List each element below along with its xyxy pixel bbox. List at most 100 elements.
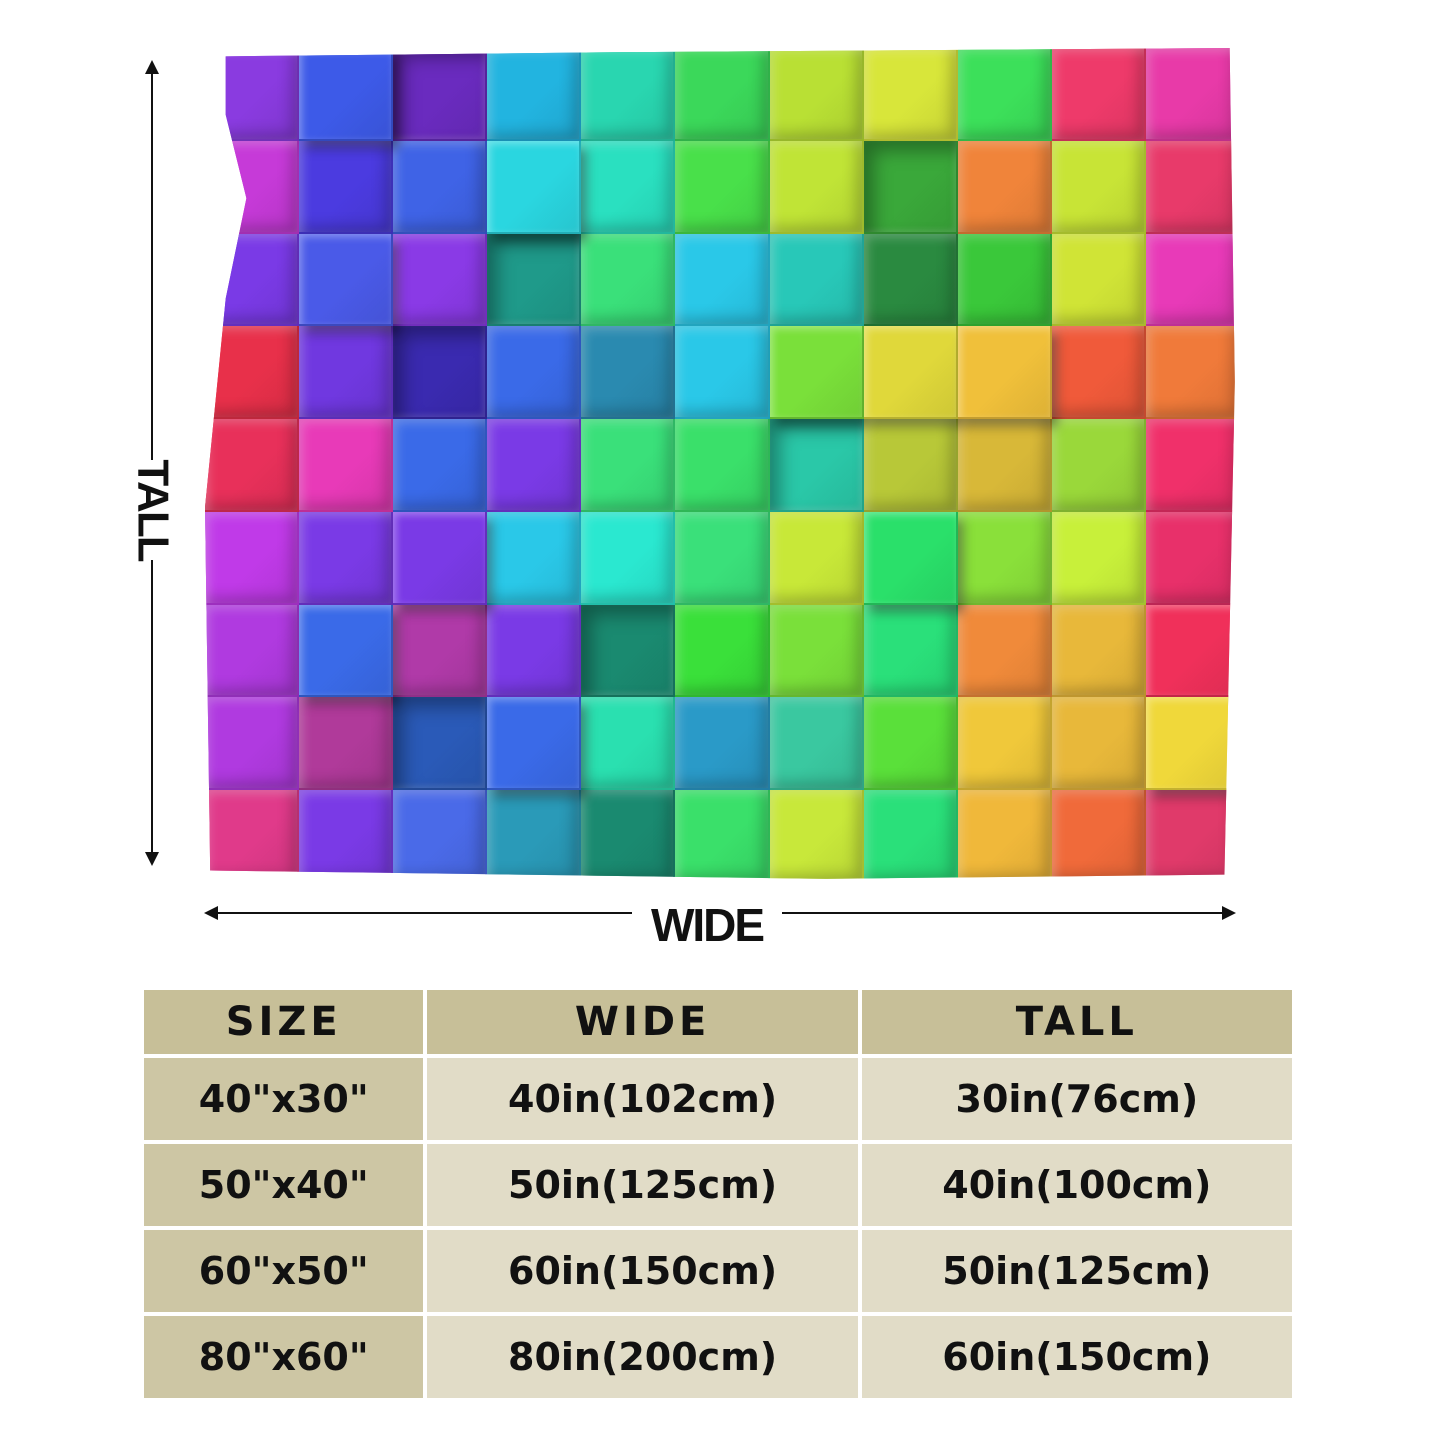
- cube-tile: [1051, 604, 1146, 698]
- cube-tile: [393, 697, 488, 791]
- cube-tile: [957, 419, 1052, 512]
- table-row: 40"x30" 40in(102cm) 30in(76cm): [144, 1058, 1292, 1140]
- cube-tile: [957, 790, 1052, 879]
- cube-tile: [675, 48, 770, 141]
- cube-tile: [205, 326, 300, 420]
- cube-tile: [299, 140, 394, 234]
- cube-tile: [675, 604, 770, 698]
- cube-tile: [205, 48, 300, 141]
- cube-tile: [393, 48, 488, 141]
- cube-tile: [205, 604, 300, 698]
- cube-tile: [675, 140, 770, 234]
- cube-tile: [299, 511, 394, 605]
- cube-tile: [863, 140, 958, 234]
- cube-tile: [1051, 511, 1146, 605]
- cube-tile: [1051, 140, 1146, 234]
- cube-tile: [769, 419, 864, 512]
- cell-tall: 60in(150cm): [861, 1316, 1292, 1398]
- cube-tile: [957, 233, 1052, 327]
- cube-tile: [205, 511, 300, 605]
- cell-wide: 50in(125cm): [427, 1144, 858, 1226]
- cube-tile: [1051, 419, 1146, 512]
- cube-tile: [581, 233, 676, 327]
- cube-tile: [299, 790, 394, 879]
- cube-tile: [863, 326, 958, 420]
- cube-tile: [487, 790, 582, 879]
- cube-tile: [487, 48, 582, 141]
- cube-tile: [205, 697, 300, 791]
- cube-tile: [581, 326, 676, 420]
- cube-tile: [581, 140, 676, 234]
- cube-tile: [769, 511, 864, 605]
- cube-tile: [581, 511, 676, 605]
- cube-tile: [299, 326, 394, 420]
- cube-tile: [487, 326, 582, 420]
- cube-tile: [1145, 48, 1235, 141]
- blanket-product-image: [205, 48, 1235, 879]
- cube-tile: [205, 419, 300, 512]
- cube-tile: [957, 697, 1052, 791]
- header-tall: TALL: [861, 990, 1292, 1054]
- cube-tile: [957, 48, 1052, 141]
- cube-tile: [581, 48, 676, 141]
- cube-tile: [1051, 233, 1146, 327]
- cube-tile: [393, 140, 488, 234]
- cube-tile: [205, 233, 300, 327]
- cube-tile: [1145, 511, 1235, 605]
- cell-size: 80"x60": [144, 1316, 424, 1398]
- cube-tile: [675, 419, 770, 512]
- cube-tile: [1145, 604, 1235, 698]
- cube-tile: [393, 326, 488, 420]
- cube-tile: [957, 511, 1052, 605]
- cube-tile: [769, 326, 864, 420]
- cube-tile: [487, 419, 582, 512]
- cube-tile: [393, 233, 488, 327]
- cube-tile: [581, 419, 676, 512]
- cube-tile: [393, 511, 488, 605]
- header-size: SIZE: [144, 990, 424, 1054]
- cell-size: 60"x50": [144, 1230, 424, 1312]
- cube-tile: [863, 790, 958, 879]
- cell-tall: 50in(125cm): [861, 1230, 1292, 1312]
- arrow-up-icon: [145, 60, 159, 74]
- cell-tall: 30in(76cm): [861, 1058, 1292, 1140]
- cube-tile: [487, 511, 582, 605]
- cube-tile: [1051, 790, 1146, 879]
- cube-tile: [675, 326, 770, 420]
- cube-tile: [581, 697, 676, 791]
- cube-tile: [863, 233, 958, 327]
- wide-dimension-label: WIDE: [632, 895, 782, 955]
- cube-tile: [675, 790, 770, 879]
- cube-tile: [393, 604, 488, 698]
- cube-tile: [487, 604, 582, 698]
- cube-tile: [487, 233, 582, 327]
- cell-wide: 80in(200cm): [427, 1316, 858, 1398]
- cube-tile: [675, 697, 770, 791]
- table-header-row: SIZE WIDE TALL: [144, 990, 1292, 1054]
- cube-tile: [957, 140, 1052, 234]
- arrow-down-icon: [145, 852, 159, 866]
- cube-tile: [1145, 419, 1235, 512]
- cube-tile: [299, 697, 394, 791]
- arrow-left-icon: [204, 906, 218, 920]
- cube-tile: [205, 140, 300, 234]
- cube-tile: [769, 233, 864, 327]
- cube-tile: [1145, 326, 1235, 420]
- cell-size: 40"x30": [144, 1058, 424, 1140]
- cube-tile: [299, 604, 394, 698]
- cube-tile: [299, 48, 394, 141]
- cube-tile: [1051, 697, 1146, 791]
- size-chart-table: SIZE WIDE TALL 40"x30" 40in(102cm) 30in(…: [140, 986, 1296, 1402]
- cube-tile: [769, 604, 864, 698]
- cube-tile: [1145, 790, 1235, 879]
- tall-dimension-label: TALL: [118, 459, 188, 561]
- cube-tile: [769, 697, 864, 791]
- cube-tile: [1051, 48, 1146, 141]
- arrow-right-icon: [1222, 906, 1236, 920]
- cube-tile: [1051, 326, 1146, 420]
- cube-tile: [1145, 140, 1235, 234]
- cube-tile: [957, 604, 1052, 698]
- cube-tile: [675, 511, 770, 605]
- cube-tile: [487, 140, 582, 234]
- cell-size: 50"x40": [144, 1144, 424, 1226]
